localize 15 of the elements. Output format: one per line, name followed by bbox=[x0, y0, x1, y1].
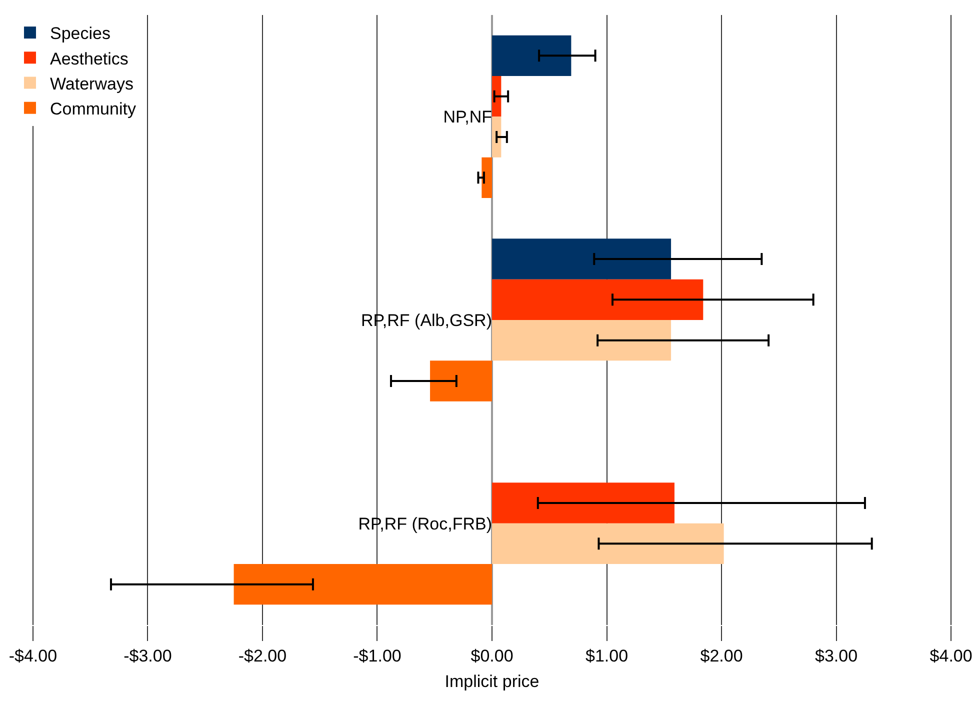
y-tick-label: NP,NF bbox=[443, 108, 492, 127]
x-tick-label: -$3.00 bbox=[124, 646, 172, 666]
x-tick-label: -$1.00 bbox=[353, 646, 402, 666]
x-tick-label: $2.00 bbox=[700, 646, 743, 666]
legend-label: Species bbox=[50, 24, 110, 44]
legend-label: Waterways bbox=[50, 74, 134, 94]
x-axis-title: Implicit price bbox=[444, 672, 540, 691]
x-tick-label: $4.00 bbox=[930, 646, 972, 666]
x-tick-label: $1.00 bbox=[585, 646, 628, 666]
x-tick-label: $3.00 bbox=[815, 646, 858, 666]
x-tick-label: -$2.00 bbox=[238, 646, 287, 666]
x-tick-label: $0.00 bbox=[470, 646, 514, 666]
legend-label: Community bbox=[50, 99, 136, 118]
legend-label: Aesthetics bbox=[50, 49, 128, 68]
x-tick-label: -$4.00 bbox=[8, 646, 58, 666]
